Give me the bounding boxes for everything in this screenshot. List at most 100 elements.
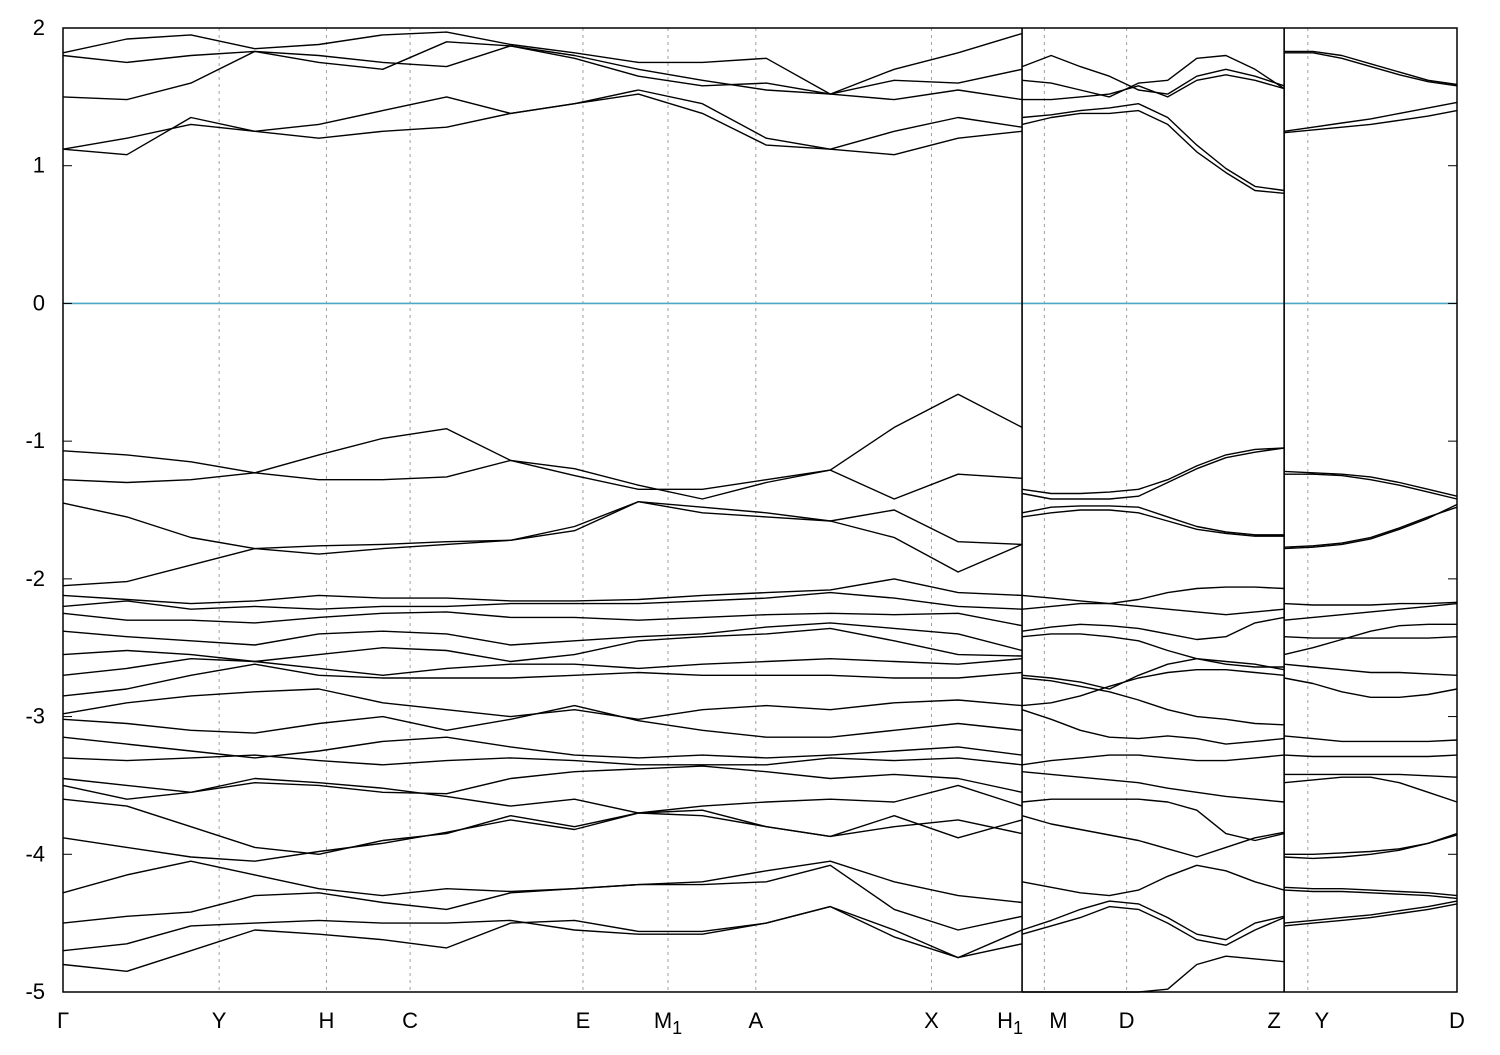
kpoint-label: C bbox=[402, 1008, 418, 1033]
band-line bbox=[1021, 905, 1285, 946]
band-line bbox=[1284, 735, 1458, 743]
band-line bbox=[62, 45, 1023, 101]
band-line bbox=[1022, 658, 1285, 690]
band-line bbox=[1284, 832, 1458, 860]
kpoint-label: M bbox=[1049, 1008, 1067, 1033]
path-breaks bbox=[1021, 28, 1285, 992]
band-line bbox=[62, 578, 1023, 605]
band-line bbox=[1021, 709, 1285, 745]
band-line bbox=[62, 864, 1023, 931]
band-line bbox=[1021, 54, 1285, 95]
band-line bbox=[1022, 754, 1285, 766]
band-line bbox=[62, 611, 1023, 627]
band-line bbox=[62, 41, 1023, 95]
band-line bbox=[1284, 636, 1458, 639]
band-line bbox=[62, 393, 1023, 490]
band-line bbox=[1284, 503, 1458, 550]
band-line bbox=[1284, 602, 1458, 621]
band-line bbox=[1022, 602, 1285, 616]
band-line bbox=[62, 688, 1023, 720]
kpoint-label: A bbox=[748, 1008, 763, 1033]
band-line bbox=[62, 704, 1023, 738]
band-line bbox=[1284, 109, 1458, 134]
kpoint-label: D bbox=[1119, 1008, 1135, 1033]
gridlines bbox=[218, 28, 1309, 992]
band-line bbox=[1284, 663, 1458, 676]
band-line bbox=[1021, 864, 1285, 897]
band-line bbox=[1022, 74, 1285, 101]
band-line bbox=[1284, 473, 1458, 500]
band-line bbox=[62, 89, 1023, 150]
band-line bbox=[1284, 886, 1458, 897]
band-line bbox=[62, 860, 1023, 904]
kpoint-label: H bbox=[319, 1008, 335, 1033]
y-axis-ticks: -5 -4 -3 -2 -1 0 1 2 bbox=[25, 15, 1457, 1004]
y-tick-label: 2 bbox=[33, 15, 45, 40]
band-line bbox=[1284, 601, 1458, 606]
band-line bbox=[1021, 505, 1285, 536]
x-axis-kpoint-labels: Γ Y H C E M1 A X H1 M D Z Y D bbox=[57, 1008, 1465, 1038]
band-line bbox=[1022, 509, 1285, 537]
axes-frame bbox=[62, 27, 1458, 993]
band-line bbox=[1022, 54, 1285, 98]
band-line bbox=[1284, 834, 1458, 855]
band-line bbox=[1021, 447, 1285, 500]
y-tick-label: -4 bbox=[25, 841, 45, 866]
band-line bbox=[1283, 677, 1458, 698]
kpoint-label: X bbox=[924, 1008, 939, 1033]
kpoint-label-subscript: 1 bbox=[1013, 1018, 1023, 1038]
y-tick-label: -5 bbox=[25, 979, 45, 1004]
kpoint-label: Y bbox=[212, 1008, 227, 1033]
band-line bbox=[1022, 955, 1285, 993]
kpoint-label: H1 bbox=[997, 1008, 1023, 1038]
band-line bbox=[1021, 109, 1285, 194]
band-line bbox=[1283, 623, 1457, 656]
band-line bbox=[62, 31, 1023, 95]
band-lines bbox=[62, 31, 1458, 993]
kpoint-label: Γ bbox=[57, 1008, 69, 1033]
kpoint-label: Z bbox=[1267, 1008, 1280, 1033]
y-tick-label: -1 bbox=[25, 428, 45, 453]
band-line bbox=[1022, 669, 1285, 707]
band-line bbox=[1284, 900, 1458, 924]
band-line bbox=[62, 663, 1023, 697]
y-tick-label: 1 bbox=[33, 153, 45, 178]
kpoint-label: D bbox=[1449, 1008, 1465, 1033]
y-tick-label: -3 bbox=[25, 704, 45, 729]
band-line bbox=[62, 905, 1023, 959]
band-line bbox=[1022, 771, 1285, 803]
band-line bbox=[62, 736, 1023, 759]
band-line bbox=[1022, 586, 1285, 605]
band-line bbox=[62, 622, 1023, 652]
kpoint-label: E bbox=[576, 1008, 591, 1033]
band-line bbox=[62, 765, 1023, 795]
band-line bbox=[1022, 633, 1285, 668]
y-tick-label: 0 bbox=[33, 290, 45, 315]
band-line bbox=[62, 905, 1023, 972]
kpoint-label: Y bbox=[1314, 1008, 1329, 1033]
band-line bbox=[1022, 447, 1285, 495]
y-tick-label: -2 bbox=[25, 566, 45, 591]
band-line bbox=[62, 501, 1023, 587]
kpoint-label-subscript: 1 bbox=[672, 1018, 682, 1038]
band-line bbox=[1022, 677, 1285, 726]
band-line bbox=[62, 627, 1023, 663]
band-line bbox=[1021, 815, 1285, 858]
band-line bbox=[62, 459, 1023, 500]
band-line bbox=[1022, 103, 1285, 192]
band-line bbox=[62, 798, 1023, 855]
band-line bbox=[62, 501, 1023, 555]
band-line bbox=[1284, 50, 1458, 86]
band-line bbox=[62, 754, 1023, 766]
band-line bbox=[1284, 52, 1458, 87]
band-line bbox=[1284, 754, 1458, 758]
band-line bbox=[62, 809, 1023, 862]
band-line bbox=[1284, 101, 1458, 132]
band-line bbox=[62, 591, 1023, 610]
plot-frame bbox=[62, 27, 1458, 993]
band-line bbox=[1284, 889, 1458, 900]
band-line bbox=[1284, 470, 1458, 497]
kpoint-label: M1 bbox=[654, 1008, 682, 1038]
